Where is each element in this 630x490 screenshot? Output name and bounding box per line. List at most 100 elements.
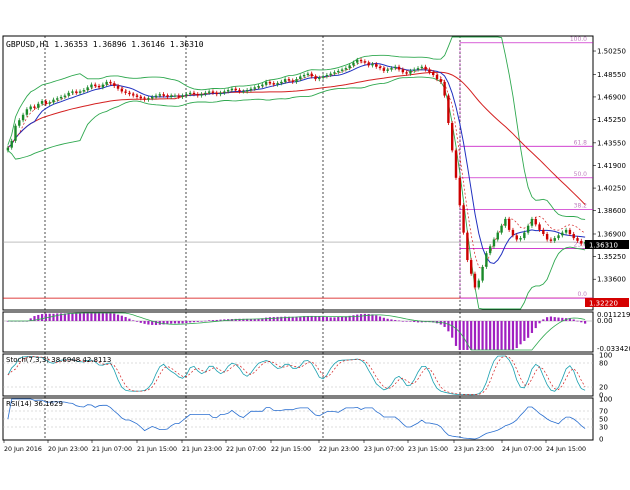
candle-body [234,88,237,91]
macd-bar [314,316,317,321]
macd-bar [337,317,340,321]
candle-body [97,85,101,88]
price-tick-label-0: 1.50250 [597,48,626,56]
macd-bar [166,321,169,325]
macd-tick-label-0: 0.011219 [597,311,630,319]
price-tick-label-3: 1.45250 [597,116,626,124]
macd-bar [458,321,461,350]
macd-bar [113,313,116,321]
macd-bar [466,321,469,350]
time-tick-label-8: 23 Jun 07:00 [364,446,404,453]
macd-bar [561,317,564,321]
time-tick-label-9: 23 Jun 15:00 [408,446,448,453]
macd-bar [215,319,218,321]
stoch-tick-label-1: 80 [599,360,608,368]
candle-body [6,147,10,151]
macd-bar [59,313,63,321]
macd-bar [276,316,279,321]
macd-bar [139,321,142,323]
candle-body [416,68,420,70]
candle-body [135,95,139,97]
candle-body [128,92,131,95]
candle-body [337,70,340,73]
candle-body [534,218,537,225]
macd-bar [386,318,389,321]
candle-body [204,92,207,95]
macd-bar [177,321,180,324]
macd-signal-line [7,312,586,351]
candle-body [147,98,150,100]
candle-body [405,72,408,74]
macd-bar [546,317,549,321]
macd-bar [344,316,347,321]
candle-body [90,84,93,88]
macd-bar [200,321,203,322]
candle-body [245,90,249,92]
candle-body [409,70,412,74]
candle-body [162,94,165,96]
macd-bar [568,318,572,321]
candle-body [29,106,32,110]
macd-bar [299,316,302,321]
macd-bar [356,314,359,321]
macd-bar [443,321,446,327]
candle-body [462,205,465,233]
stoch-k-line [7,355,586,396]
macd-bar [124,317,127,321]
ohlc-open: 1.36353 [54,40,88,49]
time-tick-label-0: 20 Jun 2016 [4,446,42,453]
macd-bar [553,317,556,321]
macd-bar [363,313,366,321]
candle-body [450,122,454,151]
candle-body [14,125,17,141]
macd-bar [219,319,222,321]
candle-body [333,72,336,74]
macd-bar [170,321,173,324]
candle-body [519,238,522,240]
macd-bar [249,318,253,321]
candle-body [143,98,146,100]
macd-bar [75,313,78,321]
stoch-pane [2,353,594,397]
price-tick-label-7: 1.38600 [597,207,626,215]
macd-bar [192,321,196,323]
candle-body [249,88,253,91]
macd-bar [67,313,70,321]
macd-bar [181,321,184,324]
time-tick-label-2: 21 Jun 07:00 [92,446,132,453]
macd-bar [306,315,309,321]
candle-body [154,95,158,97]
candle-body [329,73,332,76]
rsi-line [7,398,586,440]
candle-body [10,140,13,148]
stoch-label: Stoch(7,3,3) 38.6948 42.8113 [6,356,111,364]
candle-body [276,83,279,85]
ohlc-close: 1.36310 [169,40,204,49]
candle-body [56,98,59,100]
macd-bar [576,320,579,322]
candle-body [485,253,488,267]
macd-bar [208,320,211,321]
candle-body [413,69,416,71]
rsi-tick-label-4: 0 [599,436,603,444]
macd-bar [413,321,416,323]
candle-body [169,95,173,97]
candle-body [272,83,275,85]
candle-body [71,91,74,93]
candle-body [219,92,222,95]
main-pane [2,35,594,311]
candle-body [321,76,325,78]
stoch-tick-label-3: 0 [599,392,603,400]
candle-body [230,88,234,91]
macd-bar [189,321,192,323]
macd-bar [284,316,287,321]
fib-label-4: 23.6 [574,242,588,249]
macd-bar [135,321,139,322]
candle-body [150,96,154,99]
candle-body [420,66,424,69]
macd-bar [101,313,104,321]
candle-body [507,218,511,230]
candle-body [523,232,526,239]
candle-body [344,68,348,70]
